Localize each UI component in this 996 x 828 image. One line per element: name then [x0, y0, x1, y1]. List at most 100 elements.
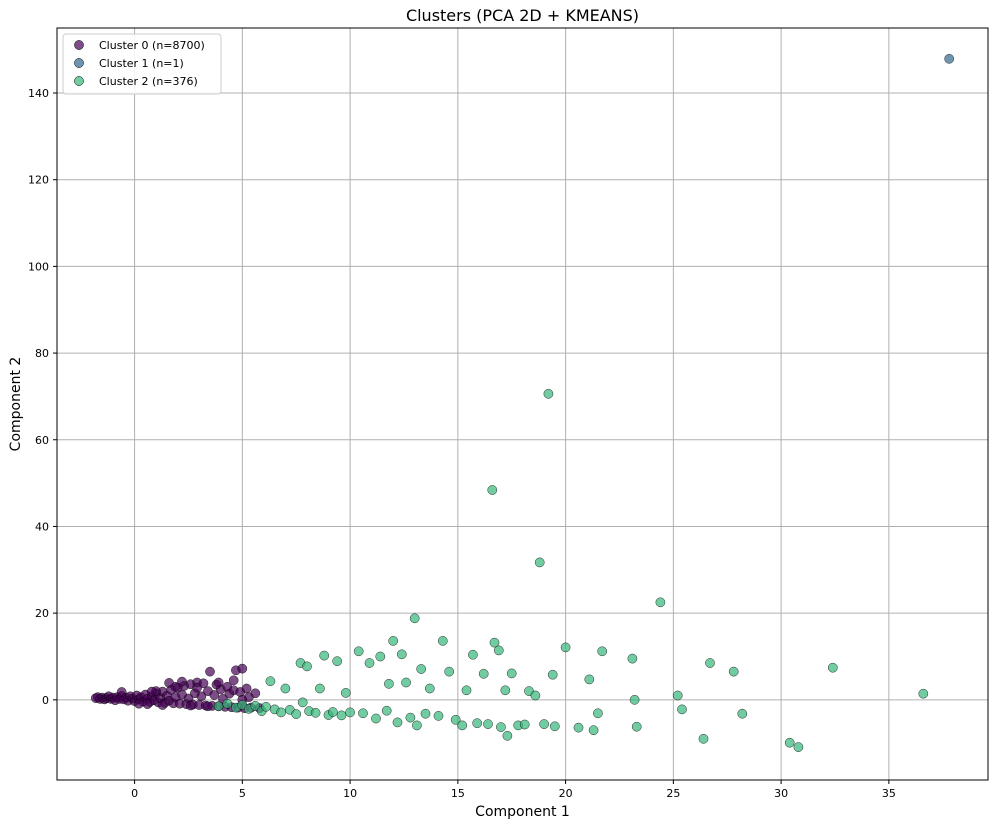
scatter-point-cluster-2 [371, 713, 381, 724]
legend: Cluster 0 (n=8700) Cluster 1 (n=1) Cluster… [62, 33, 222, 95]
scatter-point-cluster-2 [677, 704, 687, 715]
y-tick-label: 40 [35, 520, 49, 533]
scatter-point-cluster-0 [134, 698, 144, 709]
scatter-point-cluster-2 [276, 707, 286, 718]
scatter-point-cluster-2 [280, 683, 291, 694]
legend-marker [74, 76, 84, 86]
scatter-point-cluster-2 [345, 707, 355, 718]
scatter-point-cluster-2 [487, 485, 498, 495]
scatter-point-cluster-2 [392, 717, 403, 728]
x-tick-label: 25 [666, 787, 680, 800]
scatter-point-cluster-2 [364, 658, 375, 668]
scatter-point-cluster-2 [534, 557, 545, 568]
scatter-point-cluster-0 [209, 690, 220, 700]
scatter-point-cluster-2 [593, 708, 603, 719]
scatter-point-cluster-0 [177, 676, 187, 687]
scatter-point-cluster-0 [228, 675, 239, 686]
scatter-point-cluster-2 [461, 685, 472, 696]
x-tick-label: 0 [131, 787, 138, 800]
scatter-point-cluster-2 [793, 742, 804, 752]
scatter-point-cluster-2 [437, 636, 448, 646]
scatter-point-cluster-2 [483, 719, 493, 729]
y-tick-label: 120 [28, 174, 49, 187]
scatter-point-cluster-2 [265, 676, 276, 687]
scatter-point-cluster-2 [547, 669, 558, 680]
x-axis-label: Component 1 [475, 804, 570, 820]
scatter-point-cluster-2 [560, 642, 571, 653]
scatter-point-cluster-2 [672, 690, 683, 701]
y-tick-label: 60 [35, 434, 49, 447]
scatter-point-cluster-0 [157, 700, 168, 710]
scatter-point-cluster-2 [222, 698, 233, 709]
scatter-point-cluster-2 [468, 649, 478, 660]
scatter-point-cluster-2 [784, 737, 795, 748]
y-tick-label: 80 [35, 347, 49, 360]
scatter-point-cluster-2 [918, 688, 929, 699]
scatter-point-cluster-2 [506, 668, 517, 679]
legend-box [62, 33, 222, 95]
plot-background [57, 28, 988, 780]
scatter-point-cluster-2 [261, 701, 271, 712]
scatter-point-cluster-2 [728, 666, 739, 677]
scatter-point-cluster-0 [205, 666, 215, 677]
scatter-point-cluster-2 [416, 664, 427, 674]
scatter-point-cluster-2 [472, 718, 483, 729]
scatter-point-cluster-2 [302, 661, 312, 672]
scatter-point-cluster-0 [116, 687, 127, 697]
scatter-point-cluster-2 [412, 720, 422, 731]
scatter-point-cluster-2 [328, 707, 338, 717]
scatter-point-cluster-2 [409, 613, 420, 624]
scatter-point-cluster-2 [310, 707, 321, 718]
scatter-point-cluster-0 [142, 699, 153, 709]
scatter-point-cluster-2 [340, 688, 351, 698]
grid-lines [57, 28, 988, 780]
scatter-point-cluster-2 [584, 674, 595, 685]
x-tick-label: 30 [774, 787, 788, 800]
scatter-point-cluster-0 [213, 677, 224, 688]
x-tick-label: 10 [343, 787, 357, 800]
scatter-point-cluster-2 [502, 730, 513, 741]
data-points [90, 53, 955, 752]
scatter-point-cluster-2 [396, 649, 407, 660]
y-tick-label: 100 [28, 260, 49, 273]
scatter-point-cluster-2 [433, 711, 444, 721]
scatter-point-cluster-2 [384, 678, 394, 689]
scatter-point-cluster-2 [631, 721, 642, 732]
scatter-point-cluster-2 [698, 733, 709, 744]
plot-frame [56, 27, 989, 781]
scatter-point-cluster-2 [291, 709, 302, 719]
scatter-point-cluster-2 [358, 708, 368, 719]
scatter-point-cluster-2 [457, 720, 468, 731]
y-tick-label: 140 [28, 87, 49, 100]
scatter-point-cluster-2 [405, 712, 416, 723]
scatter-point-cluster-2 [627, 653, 638, 664]
x-tick-label: 15 [451, 787, 465, 800]
legend-label: Cluster 0 (n=8700) [99, 39, 205, 52]
scatter-point-cluster-2 [543, 388, 554, 399]
scatter-point-cluster-2 [250, 701, 261, 711]
scatter-point-cluster-2 [401, 677, 411, 688]
scatter-point-cluster-0 [241, 683, 252, 694]
scatter-point-cluster-2 [629, 694, 640, 705]
scatter-point-cluster-2 [489, 637, 500, 648]
scatter-point-cluster-2 [375, 651, 386, 662]
scatter-point-cluster-2 [737, 708, 748, 719]
scatter-point-cluster-2 [500, 685, 511, 696]
legend-label: Cluster 2 (n=376) [99, 75, 198, 88]
scatter-point-cluster-0 [237, 663, 248, 674]
scatter-point-cluster-2 [573, 722, 584, 733]
scatter-point-cluster-2 [213, 701, 224, 712]
scatter-point-cluster-2 [444, 666, 455, 677]
scatter-point-cluster-2 [705, 658, 715, 668]
scatter-point-cluster-2 [424, 683, 435, 694]
scatter-point-cluster-2 [353, 646, 364, 657]
legend-label: Cluster 1 (n=1) [99, 57, 184, 70]
axis-ticks: 0 5 10 15 20 25 30 35 0 20 40 60 80 100 120 140 [28, 87, 896, 800]
scatter-point-cluster-2 [827, 662, 838, 673]
scatter-point-cluster-2 [493, 645, 504, 656]
scatter-point-cluster-2 [530, 690, 541, 701]
y-tick-label: 20 [35, 607, 49, 620]
scatter-point-cluster-2 [597, 646, 608, 657]
y-axis-label: Component 2 [8, 357, 24, 452]
scatter-point-cluster-2 [478, 668, 489, 679]
